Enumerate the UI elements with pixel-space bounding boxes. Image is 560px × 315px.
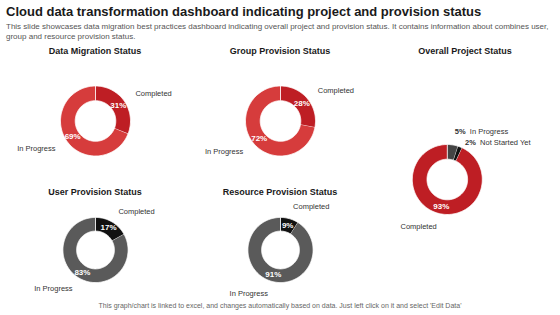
svg-text:31%: 31% — [110, 101, 126, 110]
svg-text:28%: 28% — [294, 99, 310, 108]
svg-text:93%: 93% — [433, 202, 449, 211]
html-text:Group Provision Status: Group Provision Status — [229, 46, 331, 56]
html-text:This graph/chart is linked to: This graph/chart is linked to excel, and… — [98, 302, 462, 309]
svg-text:Completed: Completed — [118, 207, 154, 216]
svg-text:In Progress: In Progress — [34, 284, 73, 293]
html-text:Cloud data transformation dash: Cloud data transformation dashboard indi… — [6, 4, 482, 19]
html-text:This slide showcases data migr: This slide showcases data migration best… — [6, 22, 549, 41]
svg-text:9%: 9% — [282, 221, 294, 230]
svg-text:In Progress: In Progress — [230, 289, 269, 298]
svg-text:17%: 17% — [101, 223, 117, 232]
svg-text:In Progress: In Progress — [17, 144, 56, 153]
svg-text:Completed: Completed — [318, 86, 354, 95]
svg-text:In Progress: In Progress — [205, 147, 244, 156]
html-text:Data Migration Status: Data Migration Status — [48, 46, 142, 56]
html-text:Overall Project Status: Overall Project Status — [418, 46, 512, 56]
svg-text:69%: 69% — [65, 132, 81, 141]
svg-text:In Progress: In Progress — [470, 127, 509, 136]
svg-text:Not Started Yet: Not Started Yet — [480, 138, 531, 147]
svg-text:83%: 83% — [74, 268, 90, 277]
html-text:User Provision Status: User Provision Status — [48, 187, 142, 197]
html-text:Resource Provision Status: Resource Provision Status — [222, 187, 338, 197]
svg-text:2%: 2% — [465, 138, 476, 147]
svg-text:Completed: Completed — [293, 202, 329, 211]
svg-text:5%: 5% — [455, 127, 466, 136]
svg-text:Completed: Completed — [400, 222, 436, 231]
svg-text:91%: 91% — [265, 270, 281, 279]
svg-text:72%: 72% — [251, 134, 267, 143]
svg-text:Completed: Completed — [135, 89, 171, 98]
